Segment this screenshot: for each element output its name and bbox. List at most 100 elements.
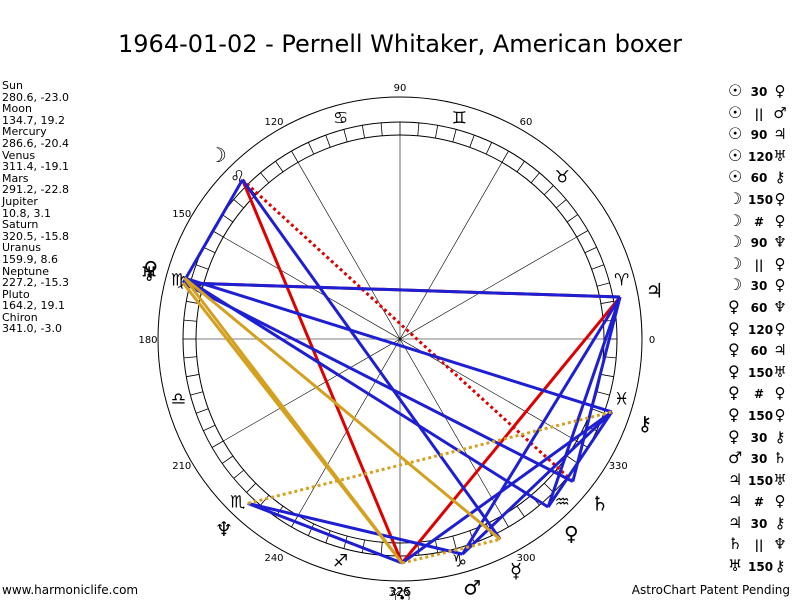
aspect-planet-b: ♀ bbox=[774, 189, 786, 208]
aspect-planet-a: ♂ bbox=[728, 448, 743, 468]
aspect-planet-a: ☽ bbox=[728, 188, 743, 208]
aspect-type: 60 bbox=[750, 344, 768, 359]
degree-tick bbox=[584, 246, 597, 254]
aspect-planet-a: ☉ bbox=[728, 102, 743, 122]
degree-tick bbox=[516, 505, 525, 517]
position-coords: 227.2, -15.3 bbox=[2, 276, 69, 290]
degree-tick bbox=[361, 125, 365, 139]
aspect-planet-b: ♀ bbox=[774, 82, 786, 100]
aspect-planet-a: ♀ bbox=[728, 296, 740, 316]
position-planet-name: Mars bbox=[2, 171, 29, 185]
aspect-type: # bbox=[753, 495, 765, 510]
aspect-planet-b: ♀ bbox=[774, 211, 786, 230]
position-coords: 280.6, -23.0 bbox=[2, 90, 69, 104]
position-planet-name: Uranus bbox=[2, 241, 41, 255]
uranus-icon: ♅ bbox=[140, 262, 158, 286]
degree-tick bbox=[543, 482, 554, 493]
degree-label: 330 bbox=[609, 461, 628, 472]
degree-tick bbox=[183, 319, 197, 322]
degree-tick bbox=[291, 150, 299, 163]
chiron-icon: ⚷ bbox=[638, 411, 653, 435]
aspect-type: || bbox=[754, 106, 764, 121]
aspect-line bbox=[247, 410, 613, 505]
aspect-planet-b: ♀ bbox=[774, 492, 786, 511]
aspect-planet-a: ♀ bbox=[728, 383, 740, 403]
aspect-planet-b: ♂ bbox=[773, 103, 787, 122]
aspect-planet-a: ♀ bbox=[728, 318, 740, 338]
degree-tick bbox=[275, 161, 284, 173]
degree-tick bbox=[186, 374, 200, 378]
jupiter-icon: ♃ bbox=[645, 278, 663, 302]
degree-tick bbox=[190, 391, 204, 396]
aspect-type: 120 bbox=[748, 322, 774, 337]
degree-tick bbox=[591, 264, 605, 270]
aspect-row: ☉ 30 ♀ bbox=[728, 80, 790, 102]
aspect-planet-a: ☽ bbox=[728, 232, 743, 252]
aspect-planet-b: ♀ bbox=[774, 276, 786, 295]
aspect-planet-a: ☽ bbox=[728, 210, 743, 230]
aquarius-icon: ♒ bbox=[555, 492, 570, 512]
position-planet-name: Neptune bbox=[2, 264, 50, 278]
aspect-type: 30 bbox=[750, 85, 768, 99]
degree-label: 60 bbox=[520, 117, 533, 128]
aspect-type: 150 bbox=[748, 365, 774, 380]
aspect-row: ♀ 30 ⚷ bbox=[728, 426, 790, 448]
degree-tick bbox=[260, 172, 270, 183]
position-planet-name: Mercury bbox=[2, 125, 47, 139]
aspect-planet-a: ☉ bbox=[728, 81, 743, 100]
aspect-planet-a: ♃ bbox=[728, 469, 743, 489]
aspect-line bbox=[546, 411, 614, 508]
aspect-row: ♃ # ♀ bbox=[728, 490, 790, 512]
degree-tick bbox=[501, 150, 509, 163]
aspect-row: ☽ # ♀ bbox=[728, 210, 790, 232]
degree-tick bbox=[576, 230, 589, 238]
degree-label: 120 bbox=[264, 117, 283, 128]
degree-tick bbox=[543, 185, 554, 196]
degree-label: 210 bbox=[172, 461, 191, 472]
aspect-row: ♀ 150♅ bbox=[728, 361, 790, 383]
degree-tick bbox=[325, 530, 331, 544]
aspect-line bbox=[401, 537, 501, 565]
aspect-row: ☉ 120♅ bbox=[728, 145, 790, 167]
aspect-line bbox=[247, 501, 403, 565]
aspect-type: 30 bbox=[750, 279, 768, 294]
aspect-planet-b: ⚷ bbox=[774, 557, 786, 576]
degree-tick bbox=[233, 199, 244, 209]
aspect-planet-a: ♅ bbox=[728, 556, 743, 576]
aspect-planet-a: ♀ bbox=[728, 404, 740, 424]
degree-tick bbox=[380, 122, 383, 136]
moon-icon: ☽ bbox=[209, 143, 227, 167]
aspect-row: ♃ 150♅ bbox=[728, 469, 790, 491]
degree-tick bbox=[183, 356, 197, 359]
aspect-row: ♀ 150♀ bbox=[728, 404, 790, 426]
aspect-type: 150 bbox=[748, 560, 774, 575]
degree-tick bbox=[186, 300, 200, 304]
aspect-line bbox=[401, 410, 613, 565]
degree-tick bbox=[596, 391, 610, 396]
degree-label: 300 bbox=[516, 553, 535, 564]
aspect-type: 30 bbox=[750, 430, 768, 445]
aspect-planet-a: ♃ bbox=[728, 491, 743, 511]
aspect-planet-b: ♃ bbox=[773, 125, 787, 144]
degree-tick bbox=[596, 282, 610, 287]
aspect-line bbox=[571, 296, 622, 482]
aspect-planet-a: ♃ bbox=[728, 512, 743, 532]
footer-website[interactable]: www.harmoniclife.com bbox=[2, 583, 139, 597]
degree-tick bbox=[435, 125, 439, 139]
position-coords: 159.9, 8.6 bbox=[2, 252, 58, 266]
position-planet-name: Chiron bbox=[2, 310, 38, 324]
position-coords: 291.2, -22.8 bbox=[2, 183, 69, 197]
degree-tick bbox=[195, 264, 209, 270]
neptune-icon: ♆ bbox=[215, 517, 233, 541]
footer-notice: AstroChart Patent Pending bbox=[631, 583, 790, 597]
aspect-row: ☽ 90 ♆ bbox=[728, 231, 790, 253]
position-coords: 164.2, 19.1 bbox=[2, 299, 65, 313]
aspect-planet-a: ☉ bbox=[728, 124, 743, 144]
aspect-line bbox=[241, 178, 574, 483]
degree-tick bbox=[203, 424, 216, 432]
aspect-type: || bbox=[754, 257, 764, 272]
aspect-row: ♀ 60 ♆ bbox=[728, 296, 790, 318]
chart-title: 1964-01-02 - Pernell Whitaker, American … bbox=[118, 30, 682, 58]
position-planet-name: Venus bbox=[2, 148, 36, 162]
aspect-planet-b: ⚷ bbox=[774, 168, 786, 187]
